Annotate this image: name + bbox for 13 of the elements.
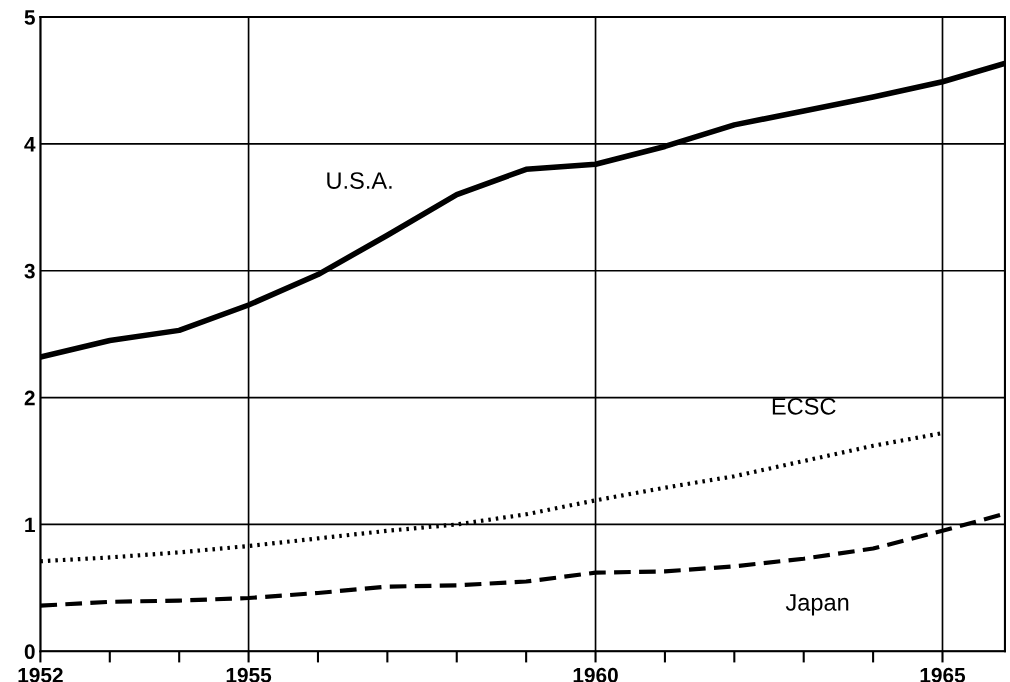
x-tick-label: 1952: [18, 667, 63, 682]
x-tick-label: 1955: [226, 667, 272, 682]
y-tick-label: 4: [24, 137, 36, 152]
x-tick-label: 1965: [920, 667, 966, 682]
y-tick-label: 2: [24, 390, 35, 406]
series-label: U.S.A.: [327, 172, 392, 189]
x-tick-label: 1960: [573, 667, 618, 682]
y-tick-label: 5: [24, 10, 35, 25]
y-tick-label: 3: [24, 263, 35, 279]
series-label: Japan: [785, 594, 849, 616]
y-tick-label: 0: [24, 644, 35, 660]
y-tick-label: 1: [25, 517, 35, 533]
series-label: ECSC: [772, 397, 836, 415]
